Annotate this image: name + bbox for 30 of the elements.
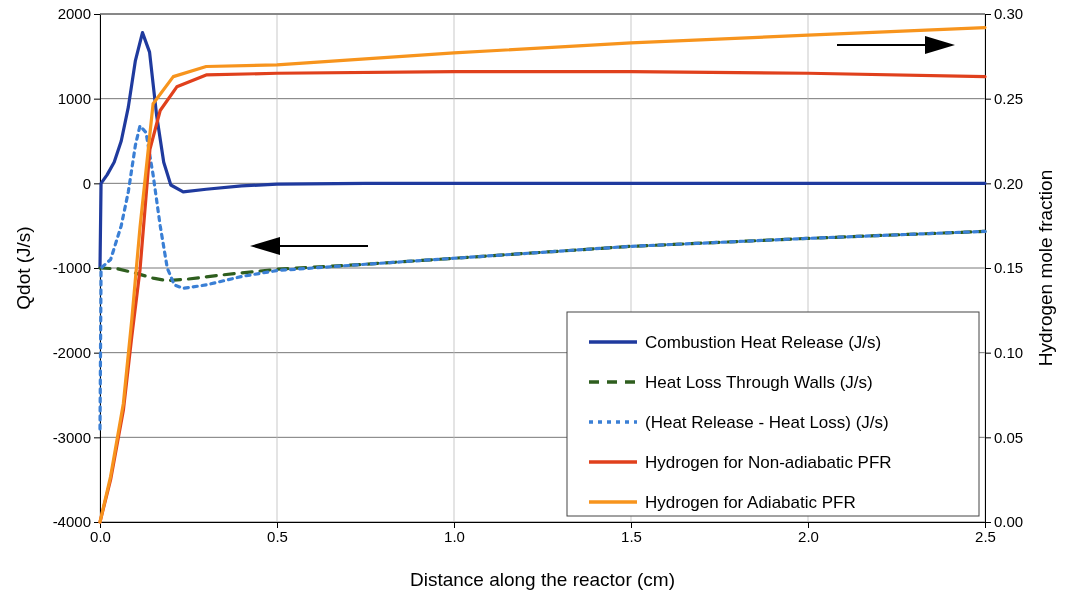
y2-tick-label: 0.20 — [994, 174, 1024, 192]
line-series — [98, 31, 987, 270]
y-tick-label: -2000 — [52, 343, 91, 361]
x-tick-label: 0.0 — [90, 527, 111, 545]
line-series — [98, 124, 987, 431]
y2-tick-label: 0.30 — [994, 5, 1024, 23]
y2-tick-label: 0.05 — [994, 428, 1024, 446]
x-axis-title: Distance along the reactor (cm) — [409, 569, 676, 590]
y2-tick-label: 0.00 — [994, 513, 1024, 531]
legend-label: (Heat Release - Heat Loss) (J/s) — [645, 413, 889, 432]
y2-axis-title: Hydrogen mole fraction — [1035, 169, 1056, 367]
y2-tick-label: 0.15 — [994, 259, 1024, 277]
y-tick-label: -1000 — [52, 259, 91, 277]
y-tick-label: -3000 — [52, 428, 91, 446]
x-tick-label: 2.0 — [798, 527, 819, 545]
x-tick-label: 0.5 — [267, 527, 288, 545]
legend-label: Combustion Heat Release (J/s) — [645, 333, 882, 352]
y-tick-label: -4000 — [52, 513, 91, 531]
x-tick-label: 1.0 — [444, 527, 465, 545]
y-tick-label: 0 — [82, 174, 91, 192]
y-tick-label: 1000 — [57, 89, 91, 107]
y-axis-title: Qdot (J/s) — [13, 226, 34, 310]
legend-label: Hydrogen for Non-adiabatic PFR — [645, 453, 892, 472]
legend-label: Hydrogen for Adiabatic PFR — [645, 493, 856, 512]
x-tick-label: 1.5 — [621, 527, 642, 545]
y2-tick-label: 0.10 — [994, 343, 1024, 361]
legend-label: Heat Loss Through Walls (J/s) — [645, 373, 873, 392]
y-tick-label: 2000 — [57, 5, 91, 23]
y2-tick-label: 0.25 — [994, 89, 1024, 107]
x-tick-label: 2.5 — [975, 527, 996, 545]
